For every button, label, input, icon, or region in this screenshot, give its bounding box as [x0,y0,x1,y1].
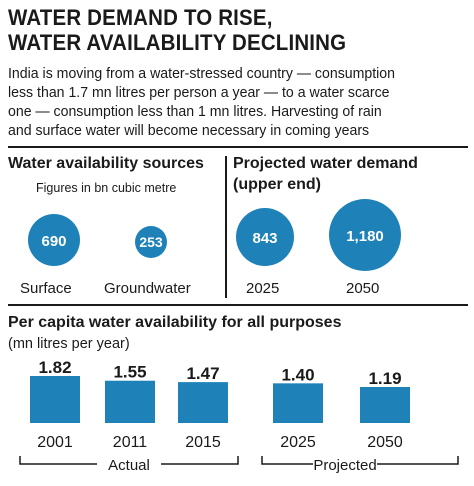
bar-category-2025: 2025 [280,434,316,451]
divider [8,146,468,148]
availability-subtitle: Figures in bn cubic metre [36,181,177,195]
description-line: and surface water will become necessary … [8,122,370,139]
per-capita-bar-chart: 1.82 2001 1.55 2011 1.47 2015 1.40 2025 1.19 2050… [19,360,459,474]
demand-title-line-1: Projected water demand [233,155,418,172]
group-bracket-projected [261,456,459,465]
section-separator [225,156,227,298]
bubble-value-surface: 690 [41,233,66,250]
bar-category-2011: 2011 [113,434,148,451]
bubble-label-surface: Surface [20,280,72,297]
bar-category-2050: 2050 [367,434,403,451]
bar-2050 [360,387,410,423]
bubble-value-2025: 843 [252,230,277,247]
bar-value-2011: 1.55 [113,363,146,382]
bar-2015 [178,382,228,423]
bubble-2050 [329,199,401,271]
bar-value-2015: 1.47 [186,364,219,383]
bubble-label-groundwater: Groundwater [104,280,191,297]
bar-value-2025: 1.40 [281,365,314,384]
group-bracket-actual [19,456,239,465]
bar-2001 [30,376,80,423]
bar-category-2015: 2015 [185,434,221,451]
bubble-groundwater [135,226,167,258]
bar-value-2050: 1.19 [368,369,401,388]
bar-value-2001: 1.82 [38,360,71,377]
bubble-label-2025: 2025 [246,280,280,297]
bubble-value-2050: 1,180 [346,228,384,245]
per-capita-title: Per capita water availability for all pu… [8,314,342,331]
bubble-surface [28,214,80,266]
bubble-label-2050: 2050 [346,280,380,297]
headline-line-2: WATER AVAILABILITY DECLINING [8,30,347,55]
availability-title: Water availability sources [8,155,204,172]
headline-line-1: WATER DEMAND TO RISE, [8,5,273,30]
group-label-actual: Actual [108,457,150,474]
per-capita-subtitle: (mn litres per year) [8,336,130,352]
bar-category-2001: 2001 [37,434,73,451]
bubble-value-groundwater: 253 [139,234,163,250]
divider [8,304,468,306]
bubble-2025 [236,208,294,266]
bubble-charts: 690 253 843 1,180 [28,199,401,271]
description-line: less than 1.7 mn litres per person a yea… [8,84,390,101]
bar-2025 [273,383,323,423]
description: India is moving from a water-stressed co… [8,64,470,140]
bar-2011 [105,380,155,423]
demand-title-line-2: (upper end) [233,176,321,193]
group-label-projected: Projected [313,457,376,474]
description-line: one — consumption less than 1 mn litres.… [8,103,382,120]
description-line: India is moving from a water-stressed co… [8,65,396,82]
